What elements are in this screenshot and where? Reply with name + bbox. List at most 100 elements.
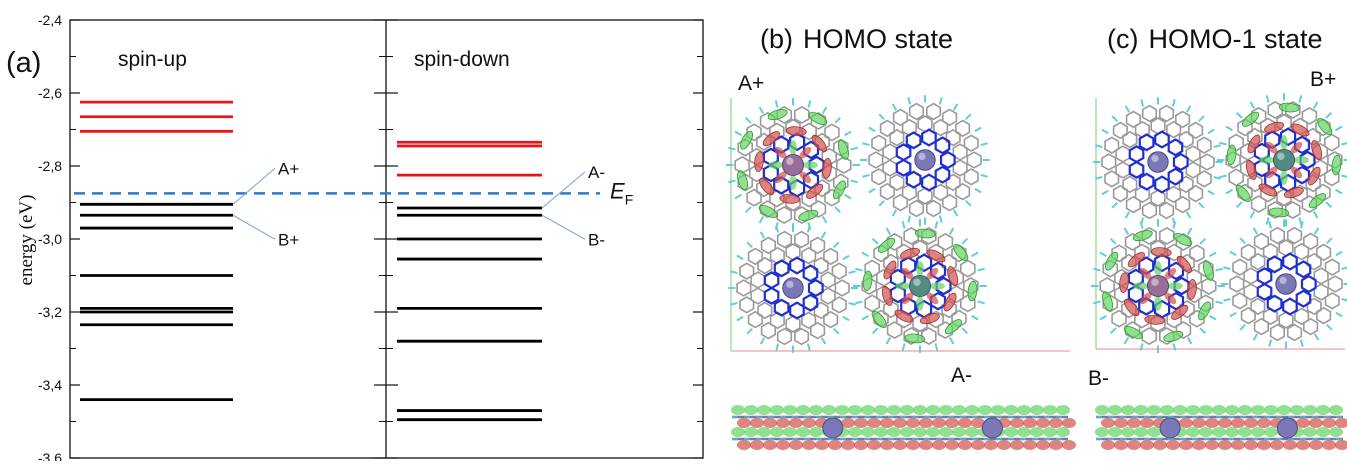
ring <box>1250 106 1267 125</box>
lobe <box>1010 440 1024 450</box>
orbital-lobe <box>1198 301 1211 321</box>
ring <box>934 165 951 184</box>
bond-h <box>1093 267 1101 272</box>
lobe <box>1062 440 1076 450</box>
series-label-spin-up: spin-up <box>118 48 187 71</box>
lobe <box>984 440 998 450</box>
bond-h <box>774 100 779 108</box>
lobe <box>1121 405 1135 415</box>
ring <box>1138 172 1155 191</box>
bond-h <box>868 187 876 194</box>
orbital-lobe <box>1293 156 1309 164</box>
lobe <box>1017 405 1031 415</box>
lobe <box>828 440 842 450</box>
bond-h <box>862 142 870 147</box>
atom-highlight <box>786 280 794 288</box>
orbital-lobe <box>1247 134 1261 154</box>
bond-h <box>871 237 879 245</box>
lobe <box>815 440 829 450</box>
ring <box>1115 161 1131 179</box>
ring <box>1167 167 1184 186</box>
ring <box>820 271 836 289</box>
ring <box>1305 174 1321 193</box>
orbital-lobe <box>802 161 818 169</box>
bond-h <box>1299 221 1304 229</box>
ring <box>1125 110 1141 129</box>
ring <box>1166 243 1182 262</box>
orbital-lobe <box>947 266 959 287</box>
bond-h <box>1313 333 1320 341</box>
bond-h <box>744 206 752 214</box>
bond-h <box>730 301 738 306</box>
ring <box>1099 276 1115 296</box>
lobe <box>1095 427 1109 437</box>
axis-ticks <box>70 19 703 459</box>
lobe <box>1231 418 1245 428</box>
lobe <box>965 405 979 415</box>
lobe <box>939 405 953 415</box>
bond-h <box>901 343 906 351</box>
ring <box>756 179 772 198</box>
bond-h <box>952 103 959 111</box>
ring <box>1280 127 1297 147</box>
lobe <box>1309 418 1323 428</box>
ring <box>1111 244 1127 263</box>
orbital-lobe <box>1105 251 1118 271</box>
orbital-lobe <box>762 131 780 147</box>
ring <box>960 259 976 278</box>
ring <box>1167 138 1184 157</box>
metal-atom <box>1159 417 1181 439</box>
panel-label-a: (a) <box>6 47 41 79</box>
ring <box>1247 174 1263 193</box>
orbital-lobe <box>895 282 911 290</box>
metal-atom <box>782 277 804 299</box>
orbital-lobe <box>926 292 939 305</box>
panel-b-title: (b) HOMO state <box>760 24 953 54</box>
orbital-side-view-homo <box>731 405 1076 450</box>
bond-h <box>1252 333 1259 341</box>
ring <box>1295 260 1312 279</box>
ring <box>905 131 922 150</box>
orbital-lobe <box>1317 118 1333 136</box>
orbital-lobe <box>811 134 827 152</box>
orbital-lobe <box>1280 135 1288 151</box>
lobe <box>978 405 992 415</box>
homo-state-panel: (b) HOMO state A+ A- <box>726 24 1076 450</box>
lobe <box>809 405 823 415</box>
ring <box>1229 275 1245 293</box>
lobe <box>952 427 966 437</box>
metal-atom <box>1276 417 1298 439</box>
bond-h <box>730 270 738 275</box>
orbital-lobe <box>1154 261 1162 277</box>
ring <box>1178 175 1194 194</box>
ring <box>905 170 922 189</box>
bond-h <box>977 300 985 305</box>
orbital-lobe <box>1167 282 1183 290</box>
molecule <box>853 219 987 353</box>
y-tick-label: -3,2 <box>38 304 62 320</box>
lobe <box>971 418 985 428</box>
bond-h <box>938 215 943 223</box>
lobe <box>841 440 855 450</box>
orbital-lobe <box>881 285 893 306</box>
ring <box>1128 145 1145 164</box>
lobe <box>1121 427 1135 437</box>
orbital-lobe <box>1139 267 1152 280</box>
orbital-lobe <box>1171 304 1189 320</box>
lobe <box>835 405 849 415</box>
lobe <box>932 418 946 428</box>
lobe <box>1134 405 1148 415</box>
lobe <box>997 440 1011 450</box>
metal-atom <box>1272 148 1296 172</box>
lobe <box>887 405 901 415</box>
ring <box>1256 267 1273 286</box>
lobe <box>1147 405 1161 415</box>
ring <box>942 108 958 127</box>
bond-h <box>948 337 955 345</box>
y-tick-label: -2,6 <box>38 85 62 101</box>
level-callouts: A+ B+ A- B- <box>232 159 605 249</box>
atom-highlight <box>1151 154 1159 162</box>
atom-highlight <box>1151 278 1159 286</box>
ring <box>1324 133 1340 152</box>
orbital-lobe <box>1154 295 1162 311</box>
